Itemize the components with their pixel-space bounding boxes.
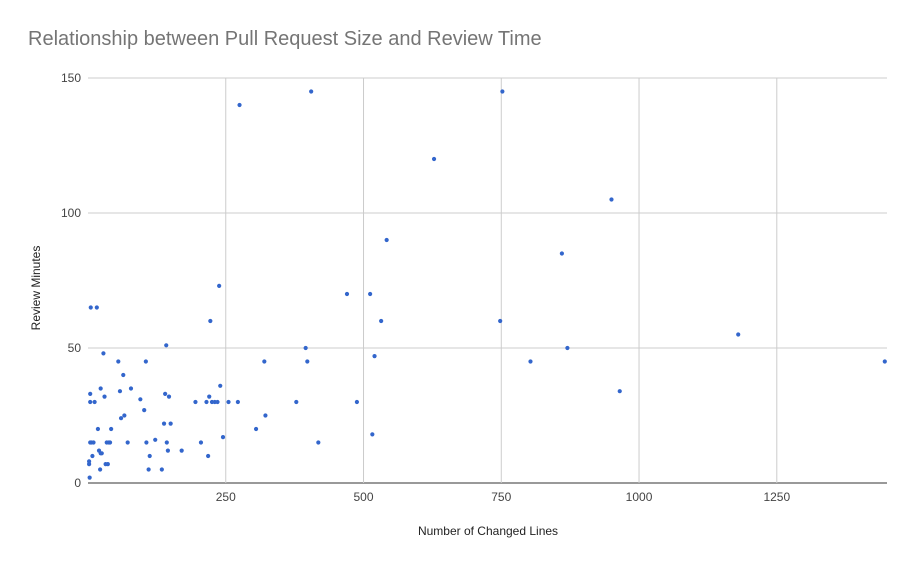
data-point — [88, 391, 93, 396]
x-tick-label: 1000 — [626, 490, 653, 504]
data-point — [121, 372, 126, 378]
data-point — [94, 305, 99, 310]
data-point — [168, 421, 173, 426]
data-point — [294, 399, 299, 405]
data-point — [91, 440, 96, 445]
data-point — [316, 440, 321, 445]
data-point — [609, 197, 614, 202]
data-point — [159, 467, 164, 472]
tick-labels: 0 50 100 150 250 500 750 1000 1250 — [61, 71, 790, 504]
data-point — [128, 386, 134, 391]
data-point — [263, 413, 268, 418]
data-point — [161, 421, 167, 426]
data-point — [105, 462, 110, 467]
data-point — [559, 251, 564, 256]
data-points — [87, 89, 887, 480]
data-point — [88, 305, 93, 310]
data-point — [235, 399, 240, 405]
data-point — [99, 451, 104, 456]
data-point — [617, 389, 622, 394]
x-tick-label: 250 — [216, 490, 236, 504]
data-point — [138, 397, 143, 402]
data-point — [98, 386, 103, 391]
data-point — [498, 318, 503, 324]
data-point — [309, 89, 314, 94]
data-point — [303, 345, 308, 351]
data-point — [305, 359, 310, 364]
data-point — [882, 359, 887, 364]
data-point — [237, 102, 242, 108]
data-point — [143, 359, 148, 364]
data-point — [87, 475, 92, 480]
data-point — [102, 394, 107, 399]
data-point — [372, 354, 377, 359]
data-point — [166, 394, 172, 399]
data-point — [163, 391, 168, 396]
data-point — [179, 448, 184, 453]
data-point — [431, 156, 437, 162]
data-point — [122, 413, 127, 418]
data-point — [354, 399, 360, 405]
data-point — [262, 359, 267, 364]
data-point — [215, 399, 220, 405]
data-point — [165, 448, 170, 453]
x-axis-label: Number of Changed Lines — [418, 524, 558, 538]
data-point — [253, 426, 259, 432]
x-tick-label: 1250 — [763, 490, 790, 504]
data-point — [193, 399, 198, 405]
data-point — [109, 426, 114, 432]
data-point — [565, 345, 570, 351]
data-point — [528, 359, 533, 364]
data-point — [153, 437, 158, 442]
y-tick-label: 0 — [74, 476, 81, 490]
data-point — [146, 467, 151, 472]
data-point — [204, 399, 209, 405]
data-point — [107, 440, 113, 445]
chart-title: Relationship between Pull Request Size a… — [28, 28, 542, 50]
data-point — [117, 389, 123, 394]
data-point — [217, 283, 222, 288]
data-point — [125, 440, 130, 445]
y-tick-label: 100 — [61, 206, 81, 220]
data-point — [218, 383, 223, 388]
data-point — [198, 440, 204, 445]
data-point — [118, 416, 124, 421]
data-point — [142, 408, 147, 413]
data-point — [379, 318, 384, 324]
data-point — [144, 440, 149, 445]
data-point — [370, 432, 375, 437]
data-point — [368, 291, 373, 297]
data-point — [207, 394, 212, 399]
data-point — [220, 435, 226, 440]
x-tick-label: 500 — [354, 490, 374, 504]
data-point — [98, 467, 103, 472]
data-point — [164, 343, 169, 348]
data-point — [206, 453, 211, 459]
y-tick-label: 150 — [61, 71, 81, 85]
data-point — [736, 332, 741, 337]
y-tick-label: 50 — [68, 341, 82, 355]
data-point — [90, 453, 95, 459]
data-point — [101, 351, 106, 356]
x-tick-label: 750 — [491, 490, 511, 504]
data-point — [500, 89, 505, 94]
data-point — [384, 237, 389, 243]
gridlines — [88, 77, 887, 484]
data-point — [95, 426, 101, 432]
data-point — [208, 318, 213, 324]
data-point — [226, 399, 231, 405]
data-point — [147, 453, 152, 459]
data-point — [116, 359, 121, 364]
data-point — [344, 291, 350, 297]
data-point — [92, 399, 97, 405]
data-point — [88, 399, 93, 405]
data-point — [87, 459, 92, 464]
data-point — [164, 440, 169, 445]
y-axis-label: Review Minutes — [29, 246, 43, 331]
